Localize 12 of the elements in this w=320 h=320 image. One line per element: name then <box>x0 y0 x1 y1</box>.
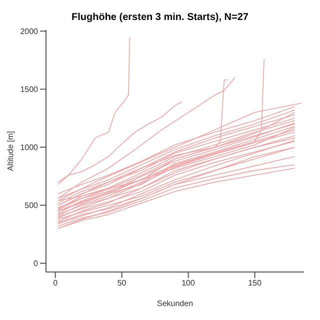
x-tick-label: 100 <box>182 278 196 288</box>
y-axis-title: Altitude [m] <box>6 130 15 172</box>
y-tick-label: 500 <box>24 201 39 210</box>
y-tick-label: 0 <box>34 259 39 268</box>
x-tick-label: 150 <box>248 278 262 288</box>
x-tick-label: 50 <box>117 278 127 288</box>
y-tick-label: 1000 <box>20 143 39 152</box>
chart-title: Flughöhe (ersten 3 min. Starts), N=27 <box>70 12 250 23</box>
x-axis-title: Sekunden <box>156 299 194 308</box>
x-tick-label: 0 <box>53 278 58 288</box>
y-tick-label: 1500 <box>20 85 39 94</box>
y-tick-label: 2000 <box>20 27 39 36</box>
